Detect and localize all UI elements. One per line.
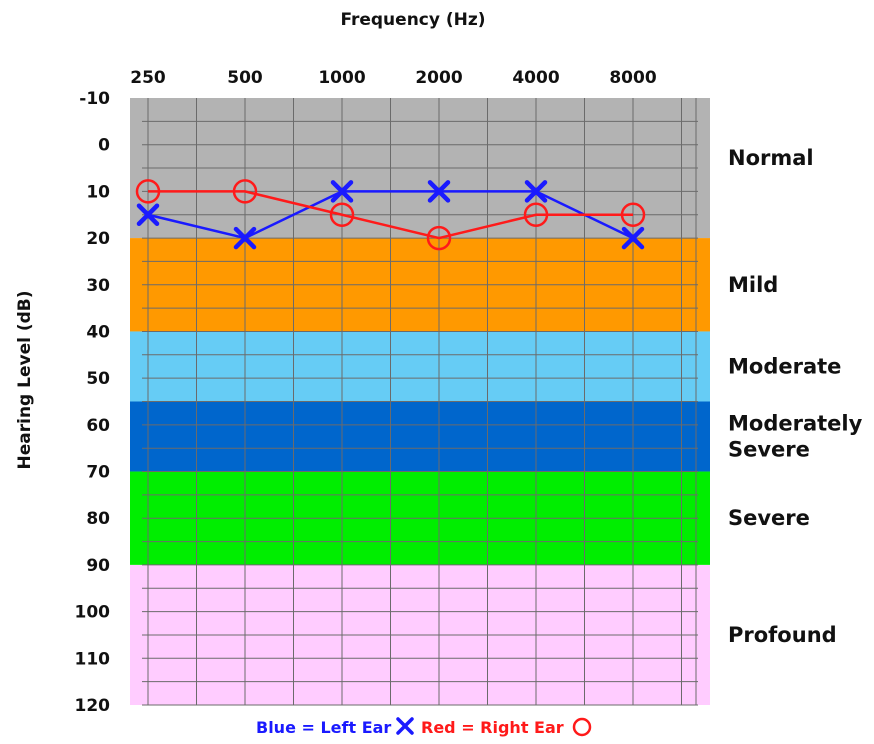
legend-left-ear-label: Blue = Left Ear [256,718,391,737]
data-point-o [232,179,258,204]
y-tick-label: 20 [86,229,110,249]
data-point-x [136,203,160,226]
legend: Blue = Left Ear Red = Right Ear [256,717,592,737]
data-point-x [330,180,354,203]
y-tick-label: 80 [86,509,110,529]
data-point-o [523,202,549,227]
y-axis-title: Hearing Level (dB) [15,290,35,469]
y-tick-label: 110 [75,649,111,669]
data-point-x [233,226,257,250]
band-labels: NormalMildModerateModeratelySevereSevere… [728,146,863,647]
y-tick-label: 70 [86,463,110,483]
y-tick-label: 10 [86,182,110,202]
data-point-x [621,226,645,250]
y-tick-label: -10 [79,89,110,109]
legend-right-ear-label: Red = Right Ear [421,718,564,737]
x-tick-label: 8000 [609,68,656,88]
band-label: Severe [728,438,810,462]
band-label: Severe [728,506,810,530]
band-label: Moderately [728,412,863,436]
data-point-x [427,180,451,203]
data-point-x [524,180,548,203]
band-label: Moderate [728,354,841,378]
band-label: Profound [728,623,837,647]
legend-x-marker [396,717,414,735]
band-label: Mild [728,273,778,297]
x-tick-label: 4000 [512,68,559,88]
chart-series [135,179,646,251]
data-point-o [329,202,355,227]
x-axis-title: Frequency (Hz) [340,10,485,30]
series-line-right-ear [148,190,633,240]
x-tick-label: 2000 [415,68,462,88]
y-tick-label: 120 [75,696,111,716]
y-tick-label: 40 [86,322,110,342]
x-tick-label: 500 [227,68,263,88]
band-moderately-severe [130,401,710,472]
series-line-left-ear [147,190,634,240]
y-tick-label: 30 [86,276,110,296]
x-tick-label: 250 [130,68,166,88]
y-axis-ticks: -10 0 10 20 30 40 50 60 70 80 90 100 110 120 [75,89,111,716]
y-tick-label: 90 [86,556,110,576]
y-tick-label: 100 [75,603,111,623]
band-moderate [130,331,710,402]
legend-circle-marker [572,717,592,737]
x-axis-ticks: 250 500 1000 2000 4000 8000 [130,68,657,88]
y-tick-label: 60 [86,416,110,436]
data-point-o [135,179,161,204]
data-point-o [426,225,452,251]
data-point-o [620,202,646,227]
band-label: Normal [728,146,814,170]
y-tick-label: 50 [86,369,110,389]
y-tick-label: 0 [98,136,110,156]
x-tick-label: 1000 [318,68,365,88]
